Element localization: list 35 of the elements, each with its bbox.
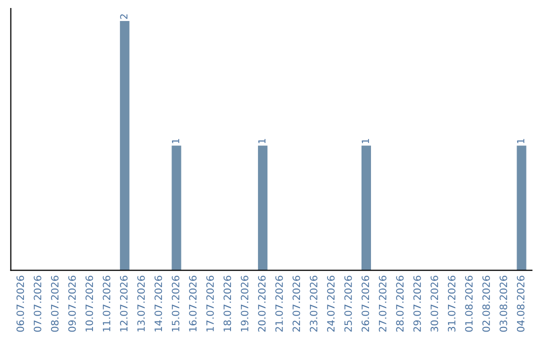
x-tick-label: 19.07.2026 [240,276,248,332]
x-tick-label: 14.07.2026 [154,276,162,332]
x-tick-label: 02.08.2026 [482,276,490,332]
x-tick-label: 31.07.2026 [448,276,456,332]
data-label: 2 [120,14,128,19]
x-tick-label: 06.07.2026 [16,276,24,332]
x-tick-label: 23.07.2026 [310,276,318,332]
x-tick-label: 10.07.2026 [86,276,94,332]
x-tick-label: 11.07.2026 [102,276,110,332]
x-tick-label: 13.07.2026 [137,276,145,332]
x-tick-label: 09.07.2026 [68,276,76,332]
x-tick-label: 04.08.2026 [516,276,524,332]
x-tick-label: 27.07.2026 [378,276,386,332]
x-tick-label: 01.08.2026 [465,276,473,332]
x-tick-label: 17.07.2026 [206,276,214,332]
x-tick-label: 20.07.2026 [258,276,266,332]
x-tick-label: 24.07.2026 [327,276,335,332]
x-tick-label: 25.07.2026 [344,276,352,332]
x-tick-label: 12.07.2026 [120,276,128,332]
data-label: 1 [517,138,524,144]
data-label: 1 [362,138,369,144]
x-tick-label: 15.07.2026 [172,276,180,332]
x-tick-label: 08.07.2026 [51,276,59,332]
x-tick-label: 21.07.2026 [275,276,283,332]
x-tick-label: 16.07.2026 [189,276,197,332]
x-tick-label: 03.08.2026 [500,276,508,332]
x-tick-label: 28.07.2026 [396,276,404,332]
x-tick-label: 30.07.2026 [430,276,438,332]
x-tick-label: 07.07.2026 [34,276,42,332]
x-tick-label: 22.07.2026 [292,276,300,332]
x-tick-label: 29.07.2026 [413,276,421,332]
x-tick-label: 26.07.2026 [362,276,370,332]
x-tick-label: 18.07.2026 [224,276,232,332]
data-label: 1 [172,138,180,144]
data-label: 1 [258,138,266,144]
